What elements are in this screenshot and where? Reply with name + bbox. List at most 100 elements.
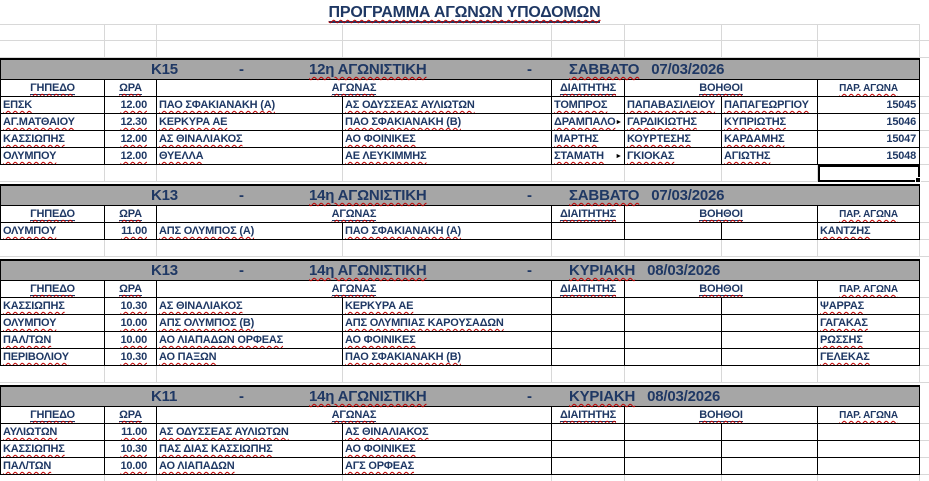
empty-cell[interactable] <box>157 165 343 182</box>
assistant2-cell[interactable]: ΚΑΡΔΑΜΗΣ <box>722 131 818 148</box>
section-band-k13-sunday[interactable]: K13 - 14η ΑΓΩΝΙΣΤΙΚΗ - ΚΥΡΙΑΚΗ 08/03/202… <box>0 259 920 281</box>
away-team-cell[interactable]: ΠΑΟ ΣΦΑΚΙΑΝΑΚΗ (Α) <box>343 223 552 240</box>
match-number-cell[interactable]: 15046 <box>818 114 920 131</box>
assistant1-cell[interactable] <box>625 349 722 366</box>
assistant1-cell[interactable] <box>625 332 722 349</box>
match-number-cell[interactable]: 15048 <box>818 148 920 165</box>
selected-cell[interactable] <box>818 165 921 183</box>
assistant2-cell[interactable]: ΑΓΙΩΤΗΣ <box>722 148 818 165</box>
venue-cell[interactable]: ΚΑΣΣΙΩΠΗΣ <box>0 298 105 315</box>
empty-cell[interactable] <box>157 366 343 383</box>
venue-header[interactable]: ΓΗΠΕΔΟ <box>0 281 105 298</box>
assistants-header[interactable]: ΒΟΗΘΟΙ <box>625 80 818 97</box>
assistants-header[interactable]: ΒΟΗΘΟΙ <box>625 206 818 223</box>
empty-cell[interactable] <box>0 24 105 41</box>
match-number-cell[interactable] <box>818 424 920 441</box>
time-header[interactable]: ΩΡΑ <box>105 80 157 97</box>
assistant2-cell[interactable] <box>722 332 818 349</box>
empty-cell[interactable] <box>105 366 157 383</box>
time-header[interactable]: ΩΡΑ <box>105 407 157 424</box>
empty-cell[interactable] <box>343 240 552 257</box>
time-cell[interactable]: 11.00 <box>105 424 157 441</box>
time-cell[interactable]: 10.00 <box>105 332 157 349</box>
match-number-header[interactable]: ΠΑΡ. ΑΓΩΝΑ <box>818 206 920 223</box>
match-header[interactable]: ΑΓΩΝΑΣ <box>157 206 552 223</box>
assistant1-cell[interactable] <box>625 441 722 458</box>
venue-cell[interactable]: ΑΓ.ΜΑΤΘΑΙΟΥ <box>0 114 105 131</box>
away-team-cell[interactable]: ΑΕ ΛΕΥΚΙΜΜΗΣ <box>343 148 552 165</box>
empty-cell[interactable] <box>552 41 625 58</box>
match-header[interactable]: ΑΓΩΝΑΣ <box>157 281 552 298</box>
referee-cell[interactable] <box>552 349 625 366</box>
empty-cell[interactable] <box>722 475 818 481</box>
empty-cell[interactable] <box>343 41 552 58</box>
match-number-header[interactable]: ΠΑΡ. ΑΓΩΝΑ <box>818 80 920 97</box>
empty-cell[interactable] <box>625 41 722 58</box>
referee-cell[interactable]: ΜΑΡΤΗΣ <box>552 131 625 148</box>
empty-cell[interactable] <box>722 240 818 257</box>
empty-cell[interactable] <box>0 165 105 182</box>
empty-cell[interactable] <box>722 165 818 182</box>
assistant1-cell[interactable] <box>625 223 722 240</box>
empty-cell[interactable] <box>105 165 157 182</box>
title-cell[interactable]: ΠΡΟΓΡΑΜΜΑ ΑΓΩΝΩΝ ΥΠΟΔΟΜΩΝ <box>0 0 929 24</box>
empty-cell[interactable] <box>818 366 920 383</box>
empty-cell[interactable] <box>157 475 343 481</box>
empty-cell[interactable] <box>552 366 625 383</box>
referee-cell[interactable]: ΔΡΑΜΠΑΛΟ ► <box>552 114 625 131</box>
home-team-cell[interactable]: ΑΣ ΘΙΝΑΛΙΑΚΟΣ <box>157 131 343 148</box>
assistant2-cell[interactable] <box>722 441 818 458</box>
assistant1-cell[interactable]: ΓΚΙΟΚΑΣ <box>625 148 722 165</box>
assistant1-cell[interactable]: ΚΟΥΡΤΕΣΗΣ <box>625 131 722 148</box>
assistant1-cell[interactable] <box>625 298 722 315</box>
empty-cell[interactable] <box>343 366 552 383</box>
empty-cell[interactable] <box>722 366 818 383</box>
home-team-cell[interactable]: ΑΠΣ ΟΛΥΜΠΟΣ (Β) <box>157 315 343 332</box>
assistant2-cell[interactable] <box>722 223 818 240</box>
empty-cell[interactable] <box>105 24 157 41</box>
home-team-cell[interactable]: ΑΣ ΟΔΥΣΣΕΑΣ ΑΥΛΙΩΤΩΝ <box>157 424 343 441</box>
venue-cell[interactable]: ΟΛΥΜΠΟΥ <box>0 148 105 165</box>
venue-cell[interactable]: ΕΠΣΚ <box>0 97 105 114</box>
match-number-cell[interactable]: 15045 <box>818 97 920 114</box>
time-cell[interactable]: 10.00 <box>105 458 157 475</box>
time-cell[interactable]: 12.00 <box>105 148 157 165</box>
empty-cell[interactable] <box>552 475 625 481</box>
assistant2-cell[interactable] <box>722 458 818 475</box>
section-band-k13-saturday[interactable]: K13 - 14η ΑΓΩΝΙΣΤΙΚΗ - ΣΑΒΒΑΤΟ 07/03/202… <box>0 184 920 206</box>
referee-cell[interactable] <box>552 315 625 332</box>
referee-header[interactable]: ΔΙΑΙΤΗΤΗΣ <box>552 407 625 424</box>
empty-cell[interactable] <box>0 240 105 257</box>
away-team-cell[interactable]: ΠΑΟ ΣΦΑΚΙΑΝΑΚΗ (Β) <box>343 349 552 366</box>
match-number-cell[interactable] <box>818 458 920 475</box>
home-team-cell[interactable]: ΑΟ ΛΙΑΠΑΔΩΝ <box>157 458 343 475</box>
match-header[interactable]: ΑΓΩΝΑΣ <box>157 407 552 424</box>
empty-cell[interactable] <box>552 24 625 41</box>
empty-cell[interactable] <box>818 41 920 58</box>
assistants-header[interactable]: ΒΟΗΘΟΙ <box>625 281 818 298</box>
away-team-cell[interactable]: ΠΑΟ ΣΦΑΚΙΑΝΑΚΗ (Β) <box>343 114 552 131</box>
empty-cell[interactable] <box>722 24 818 41</box>
empty-cell[interactable] <box>818 240 920 257</box>
referee-header[interactable]: ΔΙΑΙΤΗΤΗΣ <box>552 206 625 223</box>
empty-cell[interactable] <box>552 165 625 182</box>
time-cell[interactable]: 12.30 <box>105 114 157 131</box>
home-team-cell[interactable]: ΠΑΟ ΣΦΑΚΙΑΝΑΚΗ (Α) <box>157 97 343 114</box>
assistant2-cell[interactable]: ΠΑΠΑΓΕΩΡΓΙΟΥ <box>722 97 818 114</box>
assistant1-cell[interactable]: ΠΑΠΑΒΑΣΙΛΕΙΟΥ <box>625 97 722 114</box>
assistant1-cell[interactable]: ΓΑΡΔΙΚΙΩΤΗΣ <box>625 114 722 131</box>
time-cell[interactable]: 10.30 <box>105 349 157 366</box>
time-cell[interactable]: 10.30 <box>105 441 157 458</box>
empty-cell[interactable] <box>105 41 157 58</box>
empty-cell[interactable] <box>0 475 105 481</box>
venue-header[interactable]: ΓΗΠΕΔΟ <box>0 206 105 223</box>
empty-cell[interactable] <box>625 165 722 182</box>
match-number-header[interactable]: ΠΑΡ. ΑΓΩΝΑ <box>818 407 920 424</box>
assistants-header[interactable]: ΒΟΗΘΟΙ <box>625 407 818 424</box>
empty-cell[interactable] <box>625 24 722 41</box>
empty-cell[interactable] <box>157 41 343 58</box>
section-band-k15[interactable]: K15 - 12η ΑΓΩΝΙΣΤΙΚΗ - ΣΑΒΒΑΤΟ 07/03/202… <box>0 58 920 80</box>
away-team-cell[interactable]: ΑΣ ΘΙΝΑΛΙΑΚΟΣ <box>343 424 552 441</box>
empty-cell[interactable] <box>343 24 552 41</box>
empty-cell[interactable] <box>722 41 818 58</box>
